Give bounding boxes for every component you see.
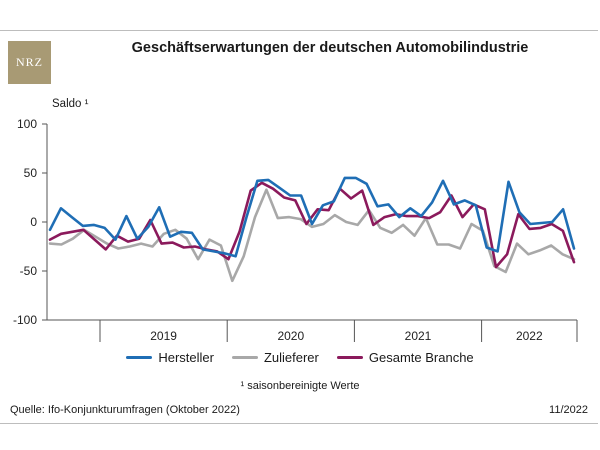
source-text: Quelle: Ifo-Konjunkturumfragen (Oktober … <box>10 404 240 416</box>
legend-label: Zulieferer <box>263 350 319 365</box>
y-axis-label: Saldo ¹ <box>52 98 89 110</box>
y-tick-label: -100 <box>13 313 37 327</box>
footnote: ¹ saisonbereinigte Werte <box>240 380 360 392</box>
legend: Hersteller Zulieferer Gesamte Branche <box>0 350 600 365</box>
x-year-label: 2020 <box>277 329 304 343</box>
y-tick-label: -50 <box>20 264 38 278</box>
legend-label: Hersteller <box>158 350 214 365</box>
chart-title: Geschäftserwartungen der deutschen Autom… <box>131 40 529 56</box>
line-chart: 100 50 0 -50 -100 2019 2020 2021 2022 <box>13 117 578 343</box>
legend-item-hersteller: Hersteller <box>126 350 214 365</box>
series-line-hersteller <box>48 176 576 258</box>
legend-item-zulieferer: Zulieferer <box>231 350 319 365</box>
legend-item-gesamte-branche: Gesamte Branche <box>336 350 474 365</box>
x-year-label: 2022 <box>516 329 543 343</box>
legend-swatch-gesamte-branche <box>336 356 363 359</box>
legend-swatch-zulieferer <box>231 356 258 359</box>
y-tick-label: 50 <box>24 166 38 180</box>
legend-label: Gesamte Branche <box>368 350 474 365</box>
x-year-label: 2021 <box>405 329 432 343</box>
legend-swatch-hersteller <box>126 356 153 359</box>
logo: NRZ <box>8 41 51 84</box>
y-tick-label: 100 <box>17 117 37 131</box>
y-tick-label: 0 <box>30 215 37 229</box>
date-text: 11/2022 <box>549 404 588 416</box>
x-year-label: 2019 <box>150 329 177 343</box>
chart-frame <box>0 30 598 424</box>
